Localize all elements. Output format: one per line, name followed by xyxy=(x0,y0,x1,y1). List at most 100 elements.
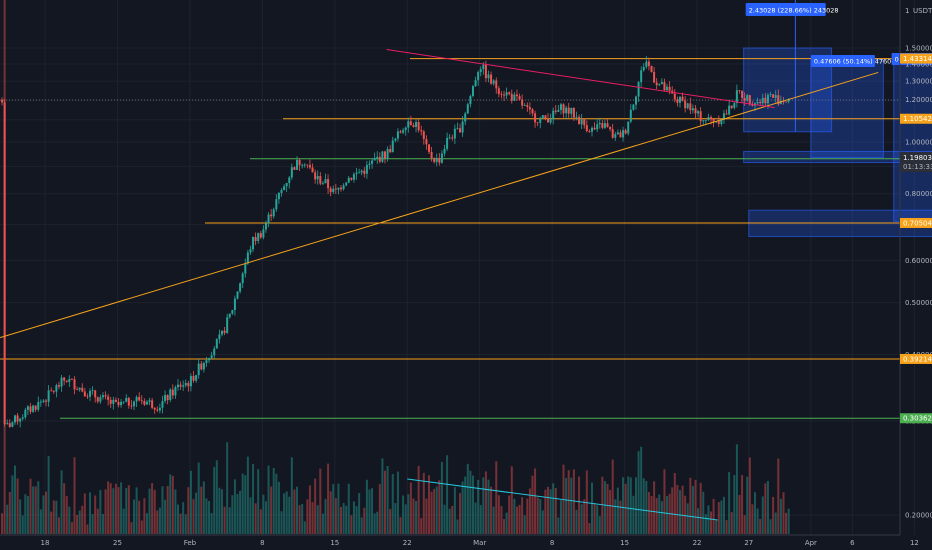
level-badge xyxy=(900,217,932,228)
candle-body xyxy=(8,423,11,427)
volume-bar xyxy=(609,489,612,534)
candle-body xyxy=(334,188,337,190)
volume-bar xyxy=(334,498,337,534)
candle-body xyxy=(127,397,130,406)
volume-bar xyxy=(477,479,480,534)
volume-bar xyxy=(293,489,296,534)
volume-bar xyxy=(306,499,309,534)
candle-body xyxy=(26,406,29,410)
time-axis[interactable]: 1825Feb81522Mar8152227Apr61219 xyxy=(0,534,932,550)
volume-bar xyxy=(531,475,534,534)
volume-bar xyxy=(645,480,648,534)
candle-body xyxy=(311,167,314,173)
volume-bar xyxy=(500,506,503,534)
candle-body xyxy=(171,389,174,396)
volume-bar xyxy=(541,510,544,534)
volume-bar xyxy=(340,506,343,534)
candle-body xyxy=(208,357,211,361)
candle-body xyxy=(409,121,412,126)
price-tick-label: 1.20000 xyxy=(905,96,932,104)
volume-bar xyxy=(671,487,674,534)
candle-body xyxy=(368,163,371,165)
candle-body xyxy=(433,158,436,162)
candle-body xyxy=(81,387,84,392)
candle-body xyxy=(601,123,604,128)
candle-body xyxy=(420,130,423,132)
volume-bar xyxy=(184,514,187,534)
volume-bar xyxy=(433,488,436,534)
time-tick-label: 25 xyxy=(113,539,122,547)
volume-bar xyxy=(748,457,751,534)
candle-body xyxy=(728,105,731,115)
candle-body xyxy=(655,82,658,86)
candle-body xyxy=(518,96,521,100)
volume-bar xyxy=(205,498,208,534)
candle-body xyxy=(627,121,630,134)
candle-body xyxy=(681,96,684,101)
volume-bar xyxy=(495,461,498,534)
candle-body xyxy=(497,88,500,95)
volume-bar xyxy=(787,508,790,534)
volume-bar xyxy=(435,486,438,534)
volume-bar xyxy=(21,515,24,534)
candle-body xyxy=(179,384,182,387)
volume-bar xyxy=(285,491,288,534)
candle-body xyxy=(34,405,37,410)
candle-body xyxy=(438,158,441,163)
volume-bar xyxy=(686,503,689,534)
candle-body xyxy=(345,182,348,186)
candle-body xyxy=(6,423,9,425)
candle-body xyxy=(264,223,267,230)
volume-bar xyxy=(676,485,679,534)
volume-bar xyxy=(443,504,446,534)
candle-body xyxy=(145,401,148,405)
volume-bar xyxy=(262,494,265,534)
volume-bar xyxy=(482,477,485,534)
volume-bar xyxy=(151,483,154,534)
volume-bar xyxy=(179,513,182,534)
volume-bar xyxy=(660,501,663,534)
volume-bar xyxy=(78,510,81,534)
candle-body xyxy=(606,123,609,128)
volume-bar xyxy=(189,470,192,534)
volume-bar xyxy=(104,489,107,534)
volume-bar xyxy=(572,469,575,534)
candle-body xyxy=(99,397,102,402)
volume-bar xyxy=(39,509,42,534)
time-tick-label: 8 xyxy=(550,539,554,547)
volume-bar xyxy=(404,504,407,534)
price-tick-label: 1.50000 xyxy=(905,45,932,53)
candle-body xyxy=(658,84,661,86)
candle-body xyxy=(389,149,392,153)
volume-bar xyxy=(717,502,720,534)
price-tick-label: 0.80000 xyxy=(905,190,932,198)
volume-bar xyxy=(231,495,234,534)
volume-bar xyxy=(288,496,291,534)
volume-bar xyxy=(329,491,332,534)
volume-bar xyxy=(117,487,120,534)
price-axis[interactable]: 1 USDT 1.500001.400001.300001.200001.100… xyxy=(899,0,932,550)
candle-body xyxy=(642,66,645,71)
volume-bar xyxy=(215,460,218,534)
candle-body xyxy=(138,396,141,401)
volume-bar xyxy=(446,455,449,534)
candle-body xyxy=(39,401,42,403)
candle-body xyxy=(47,390,50,402)
volume-bar xyxy=(549,489,552,534)
volume-bar xyxy=(34,486,37,534)
volume-bar xyxy=(55,500,58,534)
candle-body xyxy=(101,395,104,398)
candle-body xyxy=(785,101,788,103)
candle-body xyxy=(228,313,231,318)
volume-bar xyxy=(425,498,428,534)
volume-bar xyxy=(135,487,138,534)
volume-bar xyxy=(559,500,562,534)
candle-body xyxy=(769,94,772,96)
candle-body xyxy=(1,99,4,103)
candle-body xyxy=(104,395,107,397)
candle-body xyxy=(490,74,493,84)
candle-body xyxy=(352,174,355,180)
candle-body xyxy=(689,103,692,111)
volume-bar xyxy=(738,494,741,534)
